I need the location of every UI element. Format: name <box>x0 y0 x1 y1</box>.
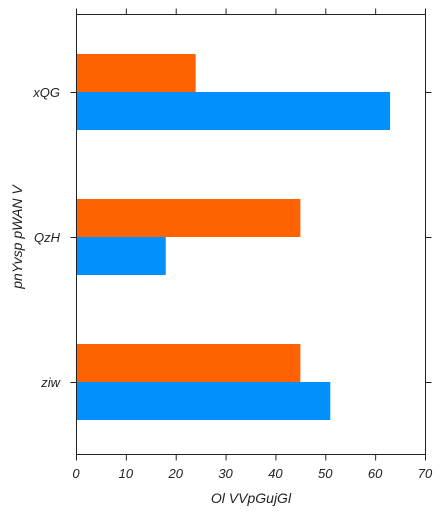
y-axis-title: pnYvsp pWAN V <box>9 184 25 290</box>
y-tick-label-xQG: xQG <box>32 85 60 100</box>
bar-QzH-series-2 <box>76 199 301 237</box>
x-tick-label: 50 <box>318 466 333 481</box>
x-tick-label: 30 <box>218 466 233 481</box>
bar-ziw-series-2 <box>76 344 301 382</box>
x-tick-label: 70 <box>418 466 433 481</box>
bar-xQG-series-2 <box>76 54 196 92</box>
bar-ziw-series-1 <box>76 382 331 420</box>
x-tick-label: 40 <box>268 466 283 481</box>
bars-layer <box>76 54 391 420</box>
bar-xQG-series-1 <box>76 92 391 130</box>
x-tick-label: 60 <box>368 466 383 481</box>
x-tick-label: 20 <box>167 466 183 481</box>
y-tick-label-ziw: ziw <box>40 375 61 390</box>
x-tick-label: 0 <box>72 466 80 481</box>
ticks-layer: 0 10 20 30 40 50 60 70 ziw QzH xQG <box>32 8 433 481</box>
x-tick-label: 10 <box>119 466 134 481</box>
plot-frame <box>76 14 426 455</box>
y-tick-label-QzH: QzH <box>34 230 61 245</box>
x-axis-title: Ol VVpGujGl <box>211 490 292 506</box>
bar-QzH-series-1 <box>76 237 166 275</box>
